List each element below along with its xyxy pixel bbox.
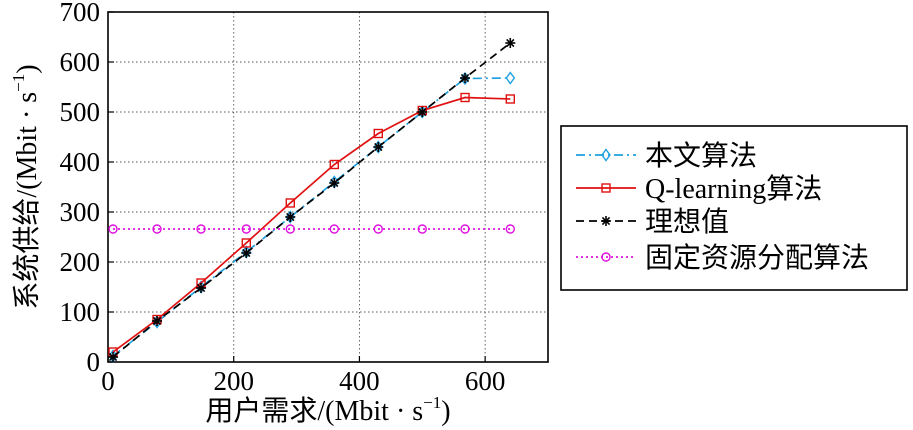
x-tick-label: 400	[339, 366, 380, 396]
legend-entry-4: 固定资源分配算法	[576, 242, 869, 274]
star-stroke	[374, 142, 383, 152]
y-axis-label-main: 系统供给/(Mbit · s	[11, 92, 43, 310]
data-point	[373, 128, 383, 139]
star-stroke	[601, 216, 611, 226]
y-axis-label-sup: −1	[9, 74, 28, 92]
y-axis-label: 系统供给/(Mbit · s−1)	[9, 64, 43, 309]
legend-label: Q-learning算法	[645, 173, 822, 205]
legend-entry-1: 本文算法	[576, 140, 757, 172]
y-tick-label: 500	[60, 97, 101, 127]
legend-entry-2: Q-learning算法	[576, 173, 822, 205]
star-stroke	[330, 178, 339, 188]
data-point	[505, 224, 515, 234]
series-4	[108, 224, 515, 234]
legend-label: 本文算法	[645, 140, 757, 172]
star-stroke	[418, 107, 427, 117]
y-tick-label: 700	[60, 0, 101, 27]
y-tick-label: 100	[60, 297, 101, 327]
y-axis-label-close: )	[12, 64, 43, 73]
data-point	[241, 248, 252, 258]
data-point	[241, 238, 251, 248]
x-tick-label: 200	[213, 366, 254, 396]
data-point	[460, 224, 470, 234]
star-stroke	[242, 248, 251, 258]
star-stroke	[152, 316, 162, 326]
y-tick-label: 600	[60, 47, 101, 77]
data-point	[373, 142, 384, 152]
data-point	[196, 283, 207, 293]
legend-label: 理想值	[645, 206, 729, 238]
data-point	[329, 224, 339, 234]
star-stroke	[506, 38, 515, 48]
series-1	[108, 71, 516, 363]
data-point	[285, 198, 295, 208]
data-point	[417, 107, 428, 117]
star-stroke	[196, 283, 206, 293]
data-point	[460, 92, 470, 103]
star-stroke	[108, 352, 118, 362]
data-point	[417, 224, 427, 234]
data-point	[505, 71, 516, 85]
x-axis-label: 用户需求/(Mbit · s−1)	[205, 393, 450, 427]
x-axis-label-main: 用户需求/(Mbit · s	[205, 395, 423, 427]
grid-lines	[108, 12, 548, 362]
legend-entry-3: 理想值	[576, 206, 729, 238]
x-axis-label-sup: −1	[423, 393, 441, 412]
legend-marker	[601, 148, 611, 162]
series-3	[108, 38, 516, 362]
star-stroke	[460, 73, 470, 83]
y-tick-label: 300	[60, 197, 101, 227]
series-line	[112, 42, 511, 358]
series-2	[108, 92, 515, 357]
legend-label: 固定资源分配算法	[645, 242, 869, 274]
data-point	[108, 224, 118, 234]
data-point	[241, 224, 251, 234]
y-tick-label: 0	[87, 347, 101, 377]
y-tick-label: 200	[60, 247, 101, 277]
legend-marker	[601, 252, 611, 262]
data-point	[196, 224, 206, 234]
data-point	[152, 316, 163, 326]
data-point	[460, 73, 471, 83]
legend-marker	[601, 183, 611, 193]
data-point	[285, 212, 296, 222]
axis-ticks: 0 200 400 600 0 100 200 300 400 500 600 700	[60, 0, 506, 396]
x-tick-label: 0	[101, 366, 115, 396]
plot-frame	[107, 11, 549, 363]
y-tick-label: 400	[60, 147, 101, 177]
data-point	[460, 71, 470, 86]
series-line	[112, 77, 511, 357]
data-point	[329, 159, 339, 170]
data-point	[505, 94, 515, 104]
x-tick-label: 600	[465, 366, 506, 396]
data-point	[152, 315, 162, 329]
x-axis-label-close: )	[441, 396, 450, 427]
data-point	[152, 224, 162, 234]
legend-box	[560, 125, 908, 291]
data-point	[329, 178, 340, 188]
data-point	[505, 38, 516, 48]
legend-marker	[601, 216, 611, 226]
data-point	[108, 352, 119, 362]
series-group	[108, 38, 516, 363]
data-point	[285, 224, 295, 234]
star-stroke	[286, 212, 295, 222]
series-line	[112, 96, 511, 353]
data-point	[373, 224, 383, 234]
